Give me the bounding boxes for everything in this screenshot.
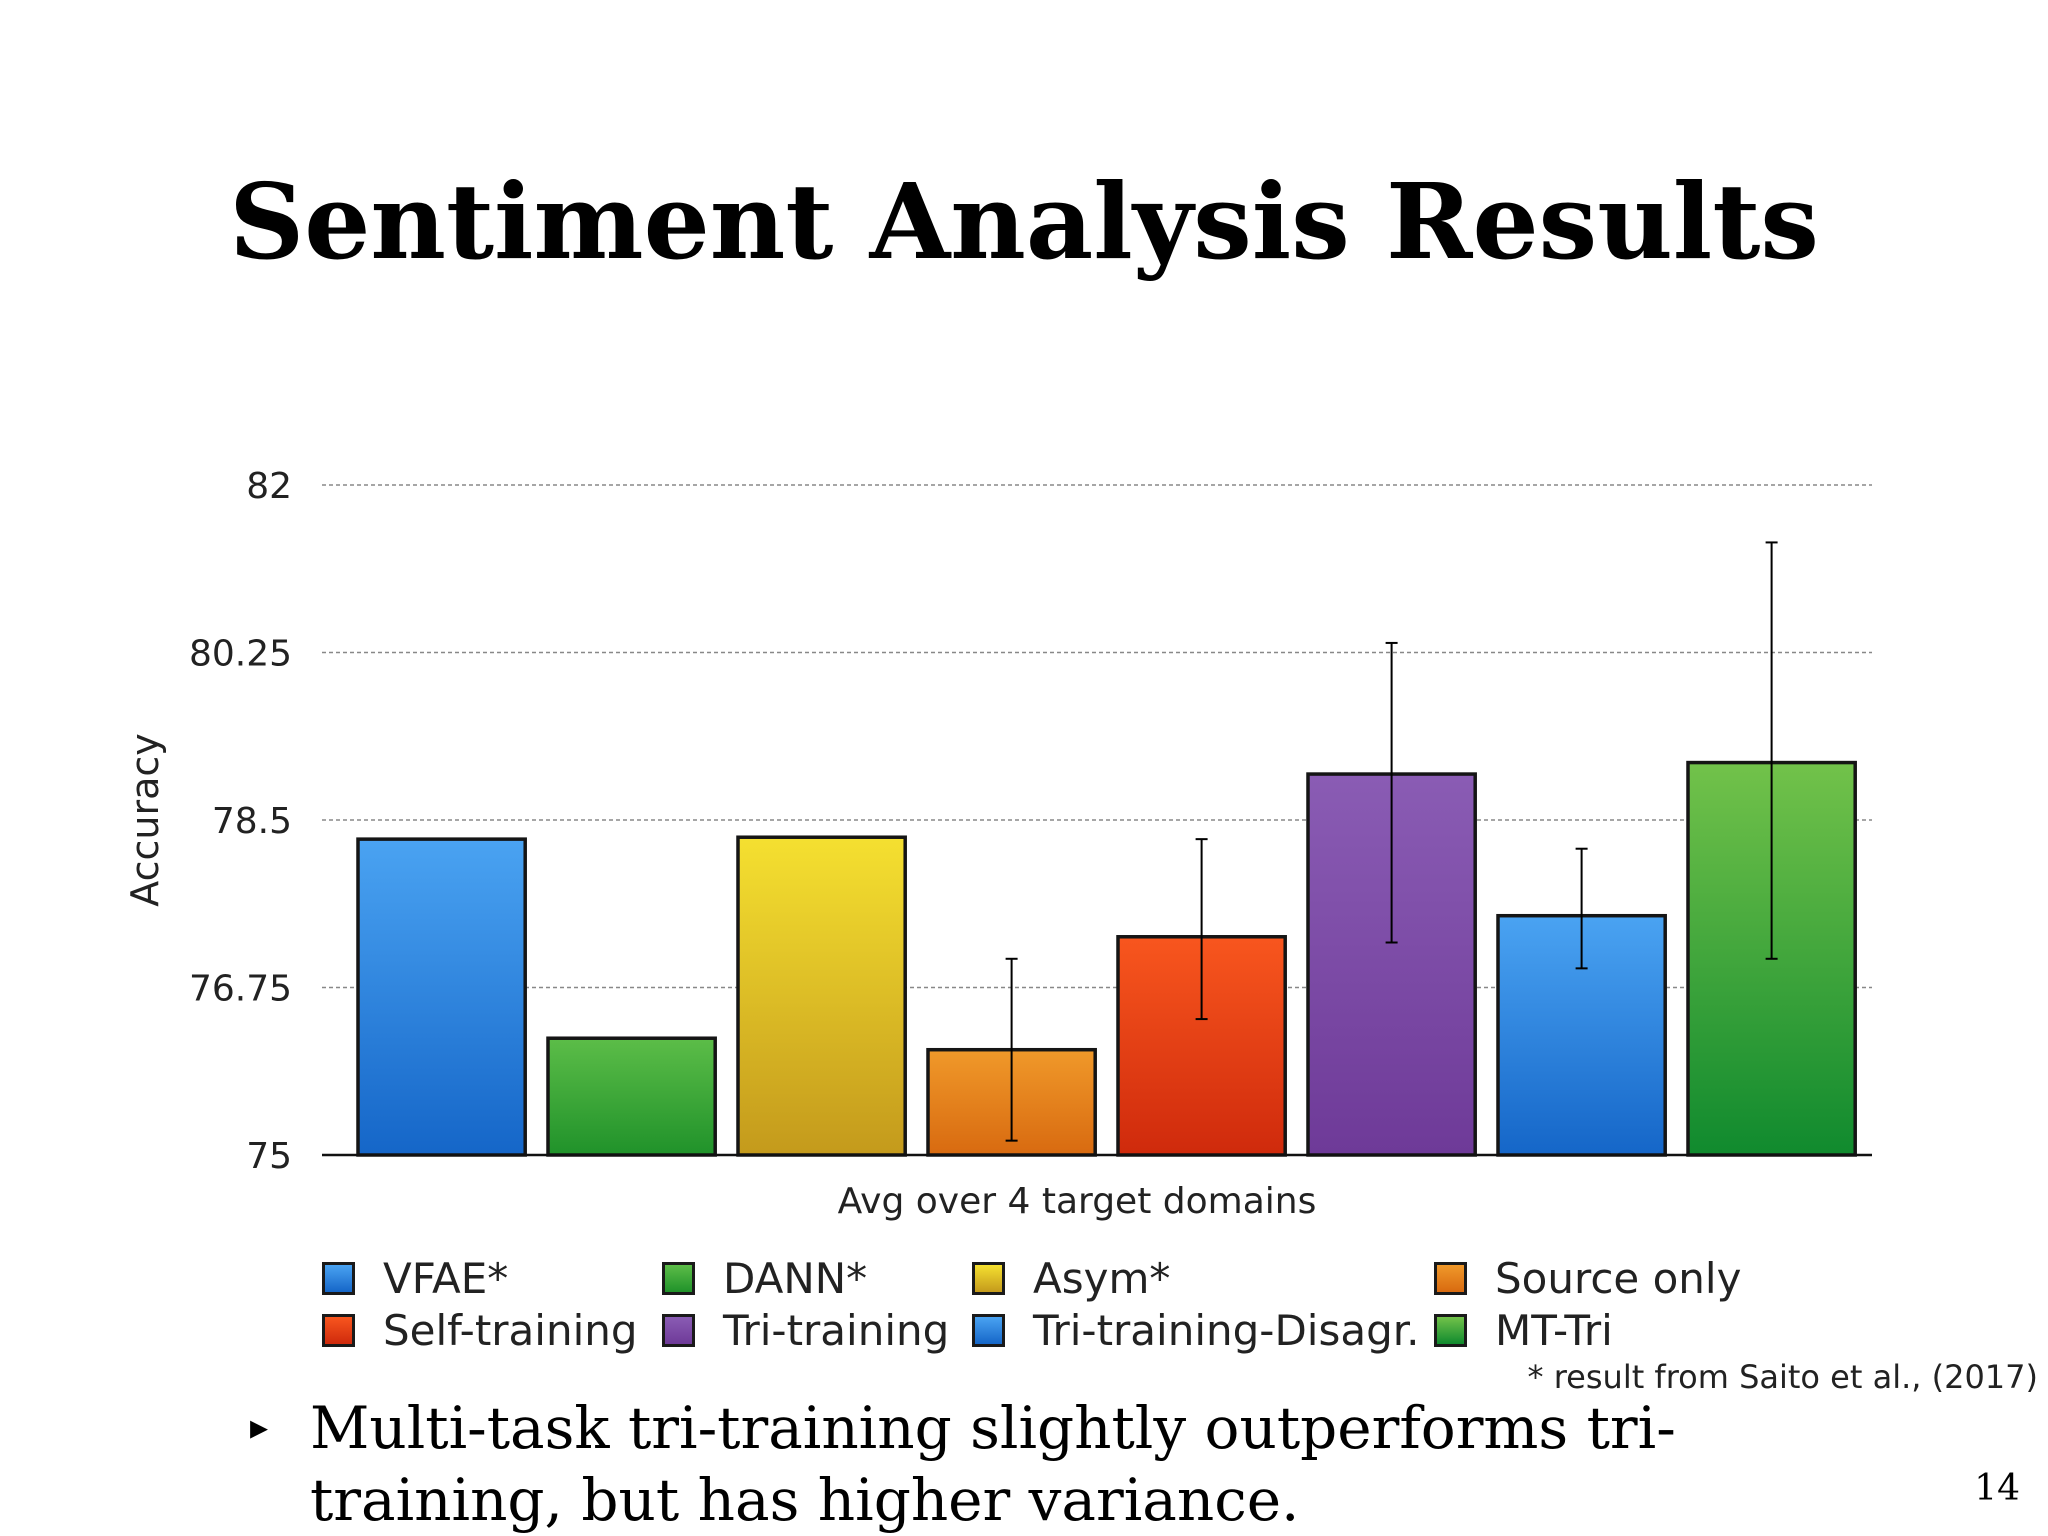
- legend-label: Asym*: [1033, 1253, 1171, 1303]
- legend-item: Tri-training-Disagr.: [972, 1304, 1420, 1356]
- legend-swatch: [322, 1313, 355, 1347]
- bar-vfae: [356, 837, 527, 1157]
- legend-item: Tri-training: [662, 1304, 949, 1356]
- legend-label: MT-Tri: [1495, 1305, 1613, 1355]
- legend-swatch: [1434, 1313, 1467, 1347]
- legend: VFAE* DANN* Asym* Source only Self-training T…: [322, 1252, 1822, 1362]
- y-tick-label: 82: [246, 466, 292, 507]
- legend-label: Self-training: [383, 1305, 638, 1355]
- legend-label: Tri-training: [723, 1305, 950, 1355]
- y-tick-label: 80.25: [189, 634, 292, 675]
- y-tick-label: 75: [246, 1136, 292, 1177]
- legend-swatch: [1434, 1261, 1467, 1295]
- legend-swatch: [662, 1261, 695, 1295]
- grid-lines: [322, 484, 1872, 989]
- bullet-point: ▸ Multi-task tri-training slightly outpe…: [250, 1392, 1850, 1536]
- bar-dann: [546, 1036, 717, 1157]
- legend-swatch: [972, 1313, 1005, 1347]
- legend-label: Source only: [1495, 1253, 1742, 1303]
- bars: [356, 760, 1857, 1157]
- bar-asym: [736, 835, 907, 1157]
- legend-item: DANN*: [662, 1252, 867, 1304]
- legend-item: Asym*: [972, 1252, 1170, 1304]
- legend-item: Source only: [1434, 1252, 1741, 1304]
- y-tick-label: 76.75: [189, 969, 292, 1010]
- legend-item: VFAE*: [322, 1252, 508, 1304]
- legend-swatch: [662, 1313, 695, 1347]
- legend-item: Self-training: [322, 1304, 638, 1356]
- y-tick-labels: 75 76.75 78.5 80.25 82: [189, 466, 292, 1177]
- legend-label: VFAE*: [383, 1253, 509, 1303]
- footnote: * result from Saito et al., (2017): [1527, 1358, 2038, 1396]
- legend-swatch: [972, 1261, 1005, 1295]
- bullet-arrow-icon: ▸: [250, 1407, 269, 1448]
- error-bars: [1005, 541, 1778, 1142]
- slide-title: Sentiment Analysis Results: [229, 160, 1819, 283]
- y-axis-label: Accuracy: [123, 733, 167, 907]
- legend-item: MT-Tri: [1434, 1304, 1613, 1356]
- legend-label: DANN*: [723, 1253, 868, 1303]
- bullet-text: Multi-task tri-training slightly outperf…: [310, 1394, 1676, 1534]
- page-number: 14: [1974, 1468, 2020, 1509]
- legend-swatch: [322, 1261, 355, 1295]
- x-axis-label: Avg over 4 target domains: [838, 1181, 1317, 1222]
- legend-label: Tri-training-Disagr.: [1033, 1305, 1420, 1355]
- y-tick-label: 78.5: [212, 801, 292, 842]
